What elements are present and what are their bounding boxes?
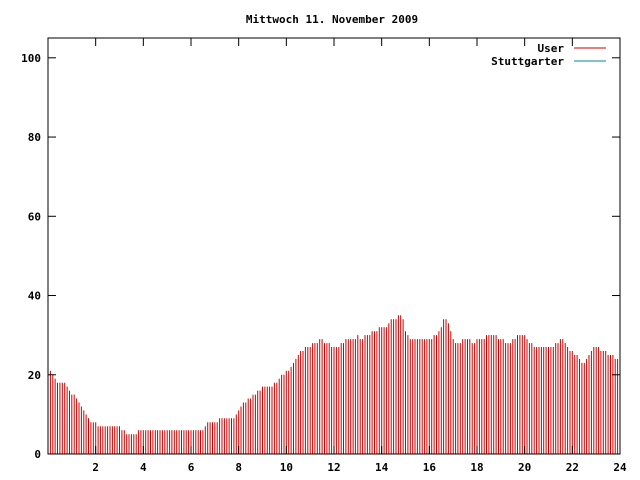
legend: User Stuttgarter [491, 42, 606, 68]
y-axis: 0 20 40 60 80 100 [21, 52, 620, 461]
x-tick-label: 8 [235, 461, 242, 474]
y-tick-label: 0 [34, 448, 41, 461]
x-tick-label: 6 [188, 461, 195, 474]
x-tick-label: 20 [518, 461, 531, 474]
x-tick-label: 4 [140, 461, 147, 474]
user-bars [47, 315, 621, 454]
x-tick-label: 18 [470, 461, 483, 474]
y-tick-label: 40 [28, 290, 41, 303]
x-tick-label: 12 [327, 461, 340, 474]
legend-label-user: User [538, 42, 565, 55]
x-tick-label: 14 [375, 461, 389, 474]
y-tick-label: 60 [28, 210, 41, 223]
x-tick-label: 10 [280, 461, 293, 474]
x-tick-label: 22 [566, 461, 579, 474]
legend-label-stuttgarter: Stuttgarter [491, 55, 564, 68]
x-tick-label: 2 [92, 461, 99, 474]
y-tick-label: 20 [28, 369, 41, 382]
chart-title: Mittwoch 11. November 2009 [246, 13, 418, 26]
x-axis: 2 4 6 8 10 12 14 16 18 20 22 24 [92, 38, 627, 474]
y-tick-label: 100 [21, 52, 41, 65]
x-tick-label: 16 [423, 461, 437, 474]
y-tick-label: 80 [28, 131, 41, 144]
x-tick-label: 24 [613, 461, 627, 474]
